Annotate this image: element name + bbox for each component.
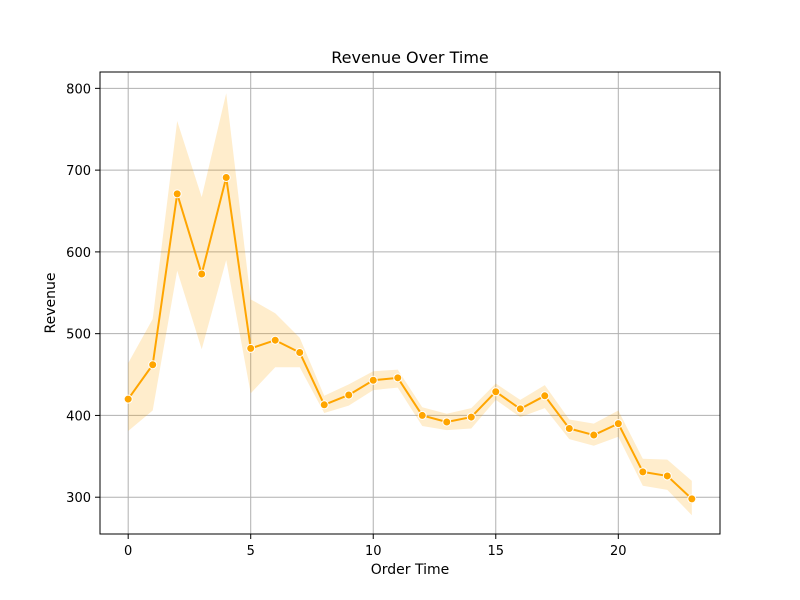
x-tick-label: 20 bbox=[610, 544, 627, 559]
series-line bbox=[127, 176, 693, 500]
data-point bbox=[564, 424, 574, 434]
data-point bbox=[221, 172, 231, 182]
y-tick-label: 600 bbox=[66, 246, 91, 261]
x-tick-label: 10 bbox=[365, 544, 382, 559]
data-point bbox=[246, 343, 256, 353]
y-gridlines bbox=[100, 87, 720, 498]
confidence-band bbox=[128, 93, 692, 516]
data-point bbox=[270, 335, 280, 345]
data-point bbox=[589, 430, 599, 440]
data-point bbox=[344, 390, 354, 400]
data-point bbox=[638, 467, 648, 477]
data-point bbox=[295, 347, 305, 357]
x-tick-label: 0 bbox=[124, 544, 132, 559]
confidence-band-layer bbox=[128, 93, 692, 516]
data-point bbox=[687, 494, 697, 504]
data-point bbox=[368, 375, 378, 385]
plot-frame bbox=[99, 71, 721, 535]
x-tick-label: 5 bbox=[247, 544, 255, 559]
x-axis-label: Order Time bbox=[371, 562, 450, 578]
y-tick-label: 300 bbox=[66, 491, 91, 506]
data-point bbox=[442, 417, 452, 427]
data-point bbox=[662, 471, 672, 481]
chart-title: Revenue Over Time bbox=[331, 48, 489, 67]
data-point bbox=[319, 400, 329, 410]
data-point bbox=[148, 360, 158, 370]
data-point bbox=[123, 394, 133, 404]
x-axis-ticks: 0 5 10 15 20 bbox=[124, 534, 627, 559]
x-tick-label: 15 bbox=[487, 544, 504, 559]
y-tick-label: 500 bbox=[66, 328, 91, 343]
data-point bbox=[491, 387, 501, 397]
data-point bbox=[417, 410, 427, 420]
data-point bbox=[613, 419, 623, 429]
data-point bbox=[540, 391, 550, 401]
x-gridlines bbox=[127, 72, 619, 534]
data-point bbox=[515, 404, 525, 414]
data-point bbox=[393, 373, 403, 383]
series-line-layer bbox=[127, 176, 693, 500]
data-point bbox=[466, 412, 476, 422]
plot-area-background bbox=[100, 72, 720, 534]
data-point bbox=[197, 269, 207, 279]
y-tick-label: 700 bbox=[66, 164, 91, 179]
y-axis-label: Revenue bbox=[43, 273, 59, 334]
y-tick-label: 800 bbox=[66, 82, 91, 97]
y-axis-ticks: 300 400 500 600 700 800 bbox=[66, 82, 100, 506]
data-point bbox=[172, 189, 182, 199]
marker-layer bbox=[123, 172, 697, 504]
y-tick-label: 400 bbox=[66, 409, 91, 424]
